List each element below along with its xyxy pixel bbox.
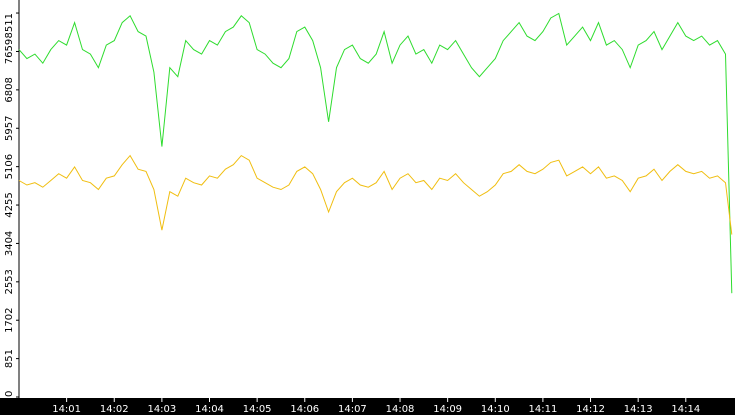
- x-tick-label: 14:05: [243, 404, 272, 415]
- x-tick-label: 14:03: [147, 404, 176, 415]
- x-tick-label: 14:13: [624, 404, 653, 415]
- x-tick-label: 14:10: [481, 404, 510, 415]
- x-axis-band: [0, 398, 735, 415]
- x-tick-label: 14:11: [528, 404, 557, 415]
- y-tick-label: 851: [4, 349, 15, 368]
- y-tick-label: 3404: [4, 231, 15, 256]
- x-tick-label: 14:02: [100, 404, 129, 415]
- x-tick-label: 14:08: [386, 404, 415, 415]
- x-tick-label: 14:12: [576, 404, 605, 415]
- x-tick-label: 14:07: [338, 404, 367, 415]
- y-tick-label: 1702: [4, 307, 15, 332]
- x-tick-label: 14:06: [290, 404, 319, 415]
- x-tick-label: 14:14: [671, 404, 700, 415]
- y-tick-label: 8511: [4, 13, 15, 38]
- series-line: [18, 154, 733, 235]
- x-tick-label: 14:09: [433, 404, 462, 415]
- y-tick-label: 0: [4, 391, 15, 397]
- series-line: [18, 12, 733, 294]
- y-tick-label: 6808: [4, 77, 15, 102]
- y-tick-label: 7659: [4, 39, 15, 64]
- y-tick-label: 5957: [4, 116, 15, 141]
- x-tick-label: 14:04: [195, 404, 224, 415]
- x-tick-label: 14:01: [52, 404, 81, 415]
- y-tick-label: 5106: [4, 154, 15, 179]
- y-tick-label: 2553: [4, 269, 15, 294]
- y-tick-label: 4255: [4, 192, 15, 217]
